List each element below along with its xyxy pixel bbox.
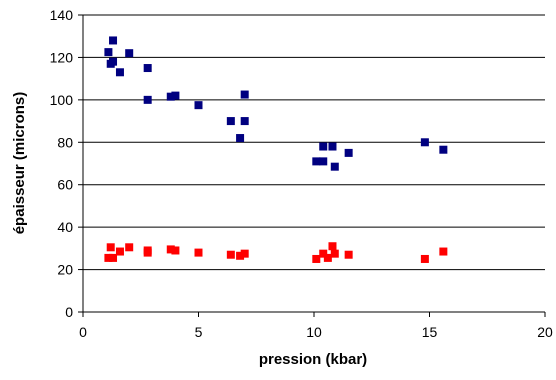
- data-point-s0-10: [194, 101, 203, 110]
- data-point-s0-0: [104, 48, 113, 57]
- data-point-s1-14: [319, 249, 328, 258]
- series-0: [104, 36, 448, 171]
- y-tick-label-40: 40: [57, 219, 73, 235]
- data-point-s0-22: [439, 145, 448, 154]
- data-point-s0-19: [330, 162, 339, 171]
- x-tick-label-5: 5: [195, 324, 203, 340]
- y-tick-label-80: 80: [57, 134, 73, 150]
- data-point-s1-6: [143, 248, 152, 257]
- data-point-s0-15: [312, 157, 321, 166]
- x-axis-title: pression (kbar): [259, 351, 367, 368]
- data-point-s1-19: [420, 254, 429, 263]
- data-point-s0-18: [328, 142, 337, 151]
- data-point-s0-13: [240, 90, 249, 99]
- y-tick-label-140: 140: [50, 7, 74, 23]
- tick-labels: 0 20 40 60 80 100 120 140 0 5 10 15 20: [50, 7, 553, 340]
- y-tick-label-20: 20: [57, 262, 73, 278]
- data-point-s1-12: [240, 249, 249, 258]
- data-point-s0-7: [143, 95, 152, 104]
- data-point-s1-3: [115, 247, 124, 256]
- y-tick-label-100: 100: [50, 92, 74, 108]
- data-point-s0-9: [171, 91, 180, 100]
- data-point-s1-20: [439, 247, 448, 256]
- axes: [78, 14, 546, 317]
- data-point-s1-10: [226, 250, 235, 259]
- data-point-s1-15: [323, 253, 332, 262]
- y-tick-label-120: 120: [50, 49, 74, 65]
- data-point-s1-8: [171, 246, 180, 255]
- data-point-s1-11: [236, 251, 245, 260]
- data-point-s0-21: [420, 138, 429, 147]
- data-point-s0-3: [109, 57, 118, 66]
- data-point-s0-2: [109, 36, 118, 45]
- data-point-s1-7: [166, 245, 175, 254]
- y-tick-label-60: 60: [57, 177, 73, 193]
- x-tick-label-20: 20: [537, 324, 553, 340]
- data-point-s0-16: [319, 142, 328, 151]
- data-point-s1-18: [344, 250, 353, 259]
- data-point-s1-13: [312, 254, 321, 263]
- data-point-s0-17: [319, 157, 328, 166]
- series-1: [104, 242, 448, 263]
- data-point-s1-9: [194, 248, 203, 257]
- data-point-s0-4: [115, 68, 124, 77]
- data-point-s1-17: [330, 249, 339, 258]
- data-point-s0-12: [236, 134, 245, 143]
- data-point-s1-1: [106, 243, 115, 252]
- data-point-s1-0: [104, 253, 113, 262]
- data-point-s1-2: [109, 253, 118, 262]
- data-point-s1-16: [328, 242, 337, 251]
- data-point-s1-4: [125, 243, 134, 252]
- x-tick-label-15: 15: [422, 324, 438, 340]
- data-point-s0-6: [143, 64, 152, 73]
- data-point-s0-8: [166, 92, 175, 101]
- data-points: [104, 36, 448, 263]
- x-tick-label-0: 0: [79, 324, 87, 340]
- data-point-s0-11: [226, 117, 235, 126]
- y-axis-title: épaisseur (microns): [11, 92, 28, 235]
- data-point-s0-14: [240, 117, 249, 126]
- gridlines: [83, 14, 545, 271]
- x-tick-label-10: 10: [306, 324, 322, 340]
- y-tick-label-0: 0: [65, 304, 73, 320]
- data-point-s0-5: [125, 49, 134, 58]
- data-point-s0-20: [344, 148, 353, 157]
